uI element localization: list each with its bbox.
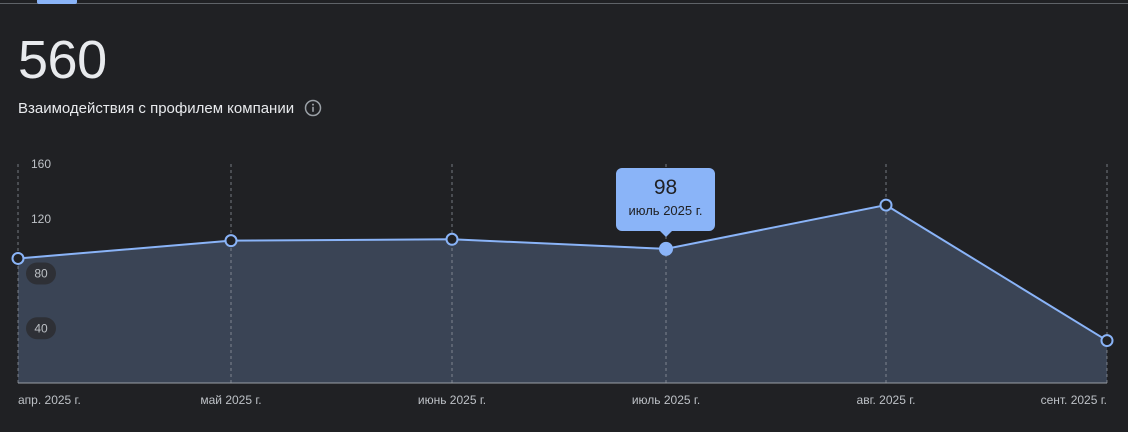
y-tick-label: 40 bbox=[34, 321, 48, 335]
chart-tooltip: 98 июль 2025 г. bbox=[616, 168, 715, 237]
area-fill bbox=[18, 205, 1107, 383]
y-tick-label: 120 bbox=[31, 212, 51, 226]
active-tab-indicator[interactable] bbox=[37, 0, 77, 4]
data-point bbox=[224, 234, 238, 248]
y-tick-label: 80 bbox=[34, 267, 48, 281]
top-divider bbox=[0, 3, 1128, 4]
x-tick-label: сент. 2025 г. bbox=[1041, 393, 1107, 407]
x-tick-label: июнь 2025 г. bbox=[418, 393, 486, 407]
data-point bbox=[445, 232, 459, 246]
y-tick-label: 160 bbox=[31, 157, 51, 171]
total-value: 560 bbox=[18, 30, 107, 90]
tooltip-value: 98 bbox=[653, 176, 678, 199]
x-tick-label: июль 2025 г. bbox=[632, 393, 700, 407]
x-tick-label: май 2025 г. bbox=[200, 393, 261, 407]
data-point bbox=[879, 198, 893, 212]
y-tick-pill-80 bbox=[26, 262, 56, 285]
tooltip-date: июль 2025 г. bbox=[628, 203, 703, 218]
info-icon[interactable] bbox=[304, 99, 322, 117]
x-tick-label: авг. 2025 г. bbox=[857, 393, 916, 407]
data-point bbox=[11, 251, 25, 265]
y-tick-pill-40 bbox=[26, 317, 56, 340]
data-point bbox=[1100, 334, 1114, 348]
x-tick-label: апр. 2025 г. bbox=[18, 393, 81, 407]
metric-label: Взаимодействия с профилем компании bbox=[18, 99, 295, 117]
series-line bbox=[17, 204, 1108, 342]
metric-label-row: Взаимодействия с профилем компании bbox=[18, 97, 322, 119]
data-point-highlighted bbox=[659, 241, 673, 256]
